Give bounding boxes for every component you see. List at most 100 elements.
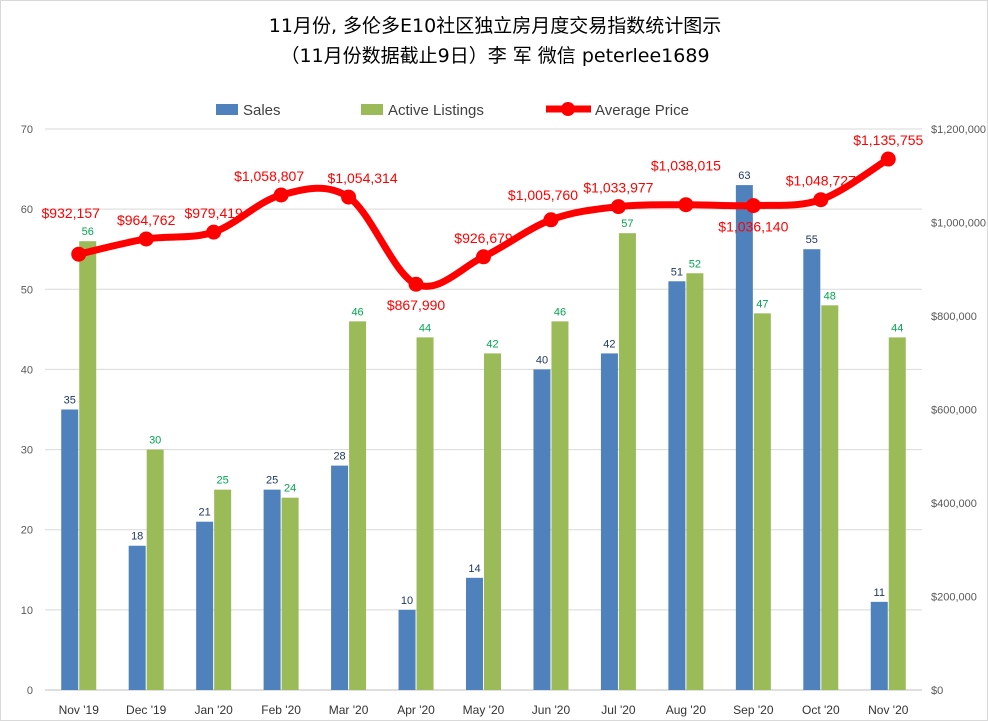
- listings-bar: [888, 337, 906, 690]
- listings-bar: [753, 313, 771, 690]
- listings-data-label: 24: [284, 483, 296, 495]
- sales-data-label: 25: [266, 475, 278, 487]
- legend-marker-average-price: [561, 102, 575, 116]
- x-tick-label: Jul '20: [601, 703, 636, 717]
- x-tick-label: Sep '20: [733, 703, 774, 717]
- legend-swatch-sales: [216, 104, 238, 115]
- x-tick-label: Jan '20: [194, 703, 233, 717]
- x-tick-label: Aug '20: [666, 703, 707, 717]
- y-left-tick-label: 30: [21, 445, 33, 457]
- sales-data-label: 10: [401, 595, 413, 607]
- average-price-marker: [610, 199, 626, 215]
- listings-data-label: 57: [621, 218, 633, 230]
- x-tick-label: Mar '20: [329, 703, 369, 717]
- sales-data-label: 14: [468, 563, 480, 575]
- x-tick-label: Feb '20: [261, 703, 301, 717]
- listings-bar: [821, 305, 839, 690]
- listings-bar: [551, 321, 569, 690]
- average-price-marker: [408, 276, 424, 292]
- legend-label: Active Listings: [388, 102, 484, 119]
- average-price-data-label: $1,033,977: [583, 180, 653, 196]
- average-price-data-label: $926,679: [454, 230, 513, 246]
- average-price-marker: [476, 249, 491, 265]
- average-price-data-label: $1,005,760: [508, 187, 578, 203]
- sales-bar: [668, 281, 686, 690]
- listings-data-label: 56: [82, 226, 94, 238]
- sales-bar: [196, 521, 214, 690]
- y-left-tick-label: 20: [21, 525, 33, 537]
- average-price-marker: [206, 224, 222, 240]
- listings-data-label: 44: [891, 322, 903, 334]
- listings-bar: [484, 353, 501, 690]
- sales-bar: [600, 353, 618, 690]
- listings-bar: [214, 489, 232, 690]
- average-price-data-label: $1,048,727: [786, 173, 856, 189]
- average-price-marker: [543, 212, 559, 228]
- sales-bar: [870, 601, 888, 690]
- sales-bar: [263, 489, 281, 690]
- sales-data-label: 51: [671, 266, 683, 278]
- listings-data-label: 47: [756, 298, 768, 310]
- average-price-data-label: $979,419: [184, 205, 243, 221]
- listings-bar: [618, 233, 636, 690]
- sales-data-label: 35: [64, 395, 76, 407]
- average-price-data-label: $1,058,807: [234, 168, 304, 184]
- average-price-marker: [138, 231, 154, 247]
- sales-data-label: 63: [738, 170, 750, 182]
- y-left-tick-label: 40: [21, 364, 33, 376]
- listings-bar: [146, 449, 164, 690]
- y-left-tick-label: 70: [21, 124, 33, 136]
- average-price-marker: [813, 192, 829, 208]
- average-price-data-label: $1,038,015: [651, 158, 721, 174]
- x-tick-label: Dec '19: [126, 703, 167, 717]
- average-price-marker: [745, 198, 761, 214]
- listings-bar: [416, 337, 434, 690]
- listings-data-label: 30: [149, 435, 161, 447]
- average-price-marker: [71, 246, 87, 262]
- y-right-tick-label: $400,000: [931, 498, 977, 510]
- x-tick-label: Oct '20: [802, 703, 840, 717]
- sales-data-label: 21: [199, 507, 211, 519]
- listings-data-label: 44: [419, 322, 431, 334]
- y-right-tick-label: $600,000: [931, 405, 977, 417]
- average-price-marker: [341, 189, 357, 205]
- sales-data-label: 11: [874, 587, 885, 599]
- listings-bar: [281, 497, 299, 690]
- y-left-tick-label: 60: [21, 204, 33, 216]
- listings-bar: [79, 241, 97, 690]
- x-tick-label: Nov '19: [59, 703, 100, 717]
- sales-bar: [61, 409, 79, 690]
- sales-data-label: 18: [131, 531, 143, 543]
- y-right-tick-label: $0: [931, 685, 943, 697]
- listings-data-label: 48: [824, 290, 836, 302]
- sales-bar: [466, 577, 483, 690]
- average-price-data-label: $867,990: [387, 297, 446, 313]
- average-price-data-label: $1,054,314: [328, 170, 398, 186]
- average-price-data-label: $1,135,755: [853, 132, 923, 148]
- sales-bar: [398, 609, 416, 690]
- average-price-data-label: $932,157: [42, 205, 101, 221]
- legend-label: Sales: [243, 102, 281, 119]
- listings-data-label: 46: [554, 306, 566, 318]
- sales-data-label: 28: [333, 451, 345, 463]
- sales-data-label: 42: [603, 338, 615, 350]
- chart-title: 11月份, 多伦多E10社区独立房月度交易指数统计图示: [268, 15, 722, 37]
- listings-bar: [349, 321, 367, 690]
- sales-data-label: 55: [806, 234, 818, 246]
- average-price-marker: [678, 197, 694, 213]
- average-price-marker: [273, 187, 289, 203]
- x-tick-label: Apr '20: [397, 703, 435, 717]
- listings-bar: [686, 273, 704, 690]
- x-tick-label: Jun '20: [532, 703, 571, 717]
- sales-bar: [533, 369, 551, 690]
- listings-data-label: 52: [689, 258, 701, 270]
- y-right-tick-label: $200,000: [931, 592, 977, 604]
- sales-bar: [128, 545, 146, 690]
- y-right-tick-label: $1,200,000: [931, 124, 986, 136]
- y-left-tick-label: 50: [21, 284, 33, 296]
- average-price-marker: [880, 151, 896, 167]
- y-left-tick-label: 0: [27, 685, 33, 697]
- average-price-data-label: $1,036,140: [718, 219, 788, 235]
